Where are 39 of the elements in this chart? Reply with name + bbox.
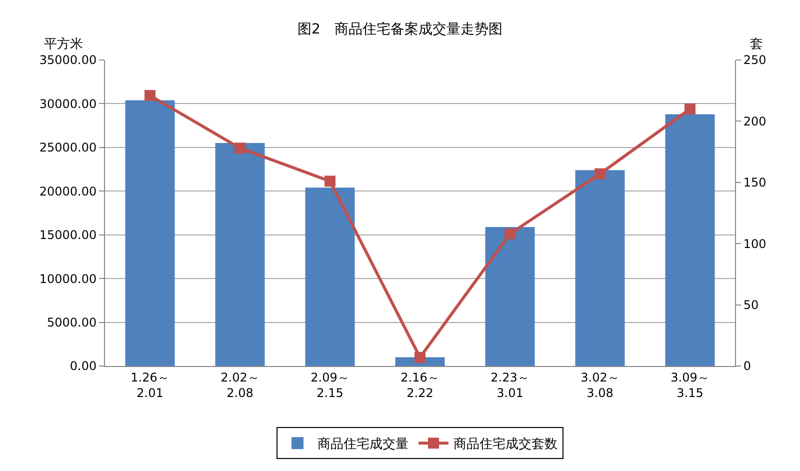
- x-tick-label: 3.02～ 3.08: [580, 370, 620, 400]
- bar: [215, 143, 265, 366]
- point: [234, 142, 246, 154]
- y2-tick-label: 150: [743, 176, 766, 190]
- point: [684, 103, 696, 114]
- x-tick-label: 3.09～ 3.15: [670, 370, 710, 400]
- y2-tick-label: 0: [743, 359, 752, 374]
- bar: [125, 100, 175, 366]
- legend-label: 商品住宅成交量: [318, 436, 408, 452]
- legend-label: 商品住宅成交套数: [454, 436, 558, 452]
- point: [504, 228, 516, 240]
- y-tick-label: 0.00: [70, 359, 97, 374]
- y2-tick-label: 250: [743, 53, 766, 68]
- y2-tick-label: 50: [743, 298, 759, 312]
- point: [144, 90, 156, 101]
- y-tick-label: 20000.00: [39, 184, 97, 198]
- x-tick-label: 1.26～ 2.01: [130, 370, 170, 400]
- chart-title: 图2 商品住宅备案成交量走势图: [298, 20, 502, 38]
- bar: [485, 226, 535, 366]
- y-tick-label: 10000.00: [39, 272, 97, 286]
- y2-axis-title: 套: [750, 37, 763, 52]
- y-tick-label: 25000.00: [39, 140, 97, 155]
- point: [414, 352, 426, 363]
- y-tick-label: 35000.00: [39, 53, 97, 68]
- y2-tick-label: 200: [743, 114, 766, 128]
- y-axis-title: 平方米: [44, 36, 83, 52]
- bar: [665, 114, 715, 366]
- bar: [305, 188, 355, 366]
- y-tick-label: 5000.00: [46, 315, 97, 330]
- x-tick-label: 2.16～ 2.22: [400, 370, 440, 400]
- y2-tick-label: 100: [743, 236, 766, 251]
- point: [594, 168, 606, 180]
- point: [324, 176, 336, 187]
- x-tick-label: 2.23～ 3.01: [490, 370, 530, 400]
- bar: [575, 170, 625, 366]
- y-tick-label: 30000.00: [39, 96, 97, 111]
- x-tick-label: 2.09～ 2.15: [310, 370, 350, 400]
- x-tick-label: 2.02～ 2.08: [220, 370, 260, 400]
- y-tick-label: 15000.00: [39, 228, 97, 242]
